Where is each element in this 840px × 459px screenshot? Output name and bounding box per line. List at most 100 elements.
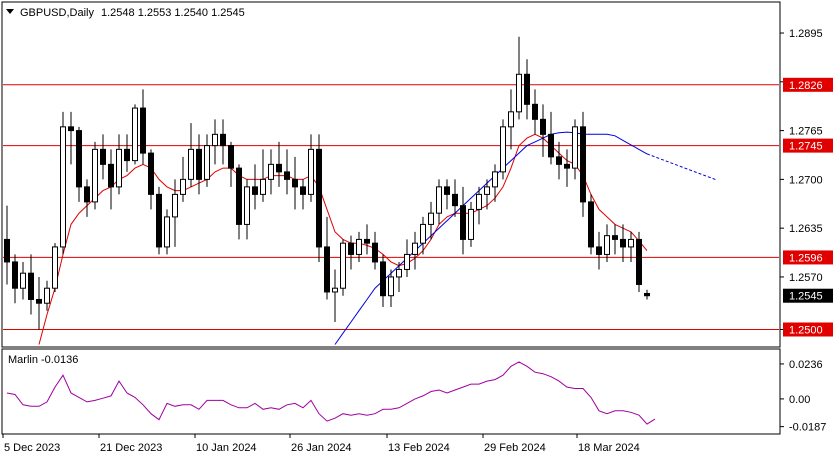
candle-body (316, 148, 322, 248)
fast-ma-line (38, 133, 648, 345)
candle-body (404, 253, 410, 270)
oscillator-axis: 0.0236 0.00 -0.0187 (780, 359, 826, 434)
candle-body (180, 178, 186, 195)
candle-body (548, 133, 554, 158)
candle-body (188, 148, 194, 180)
level-price-tag: 1.2500 (789, 324, 823, 336)
price-tick-label: 1.2570 (789, 272, 823, 284)
candle-body (252, 186, 258, 195)
candle-body (436, 186, 442, 214)
candle-body (620, 238, 626, 248)
slow-ma-line (334, 131, 648, 345)
candle-body (196, 148, 202, 180)
candle-body (116, 148, 122, 188)
price-tick-label: 1.2635 (789, 223, 823, 235)
price-tick-label: 1.2700 (789, 174, 823, 186)
candle-body (108, 163, 114, 188)
candle-body (572, 126, 578, 169)
oscillator-line (6, 361, 656, 425)
collapse-triangle-icon[interactable] (6, 9, 14, 14)
candle-body (300, 186, 306, 195)
candle-body (28, 272, 34, 300)
candle-body (332, 287, 338, 293)
price-tags: 1.2826 1.2745 1.2596 1.2500 1.2545 (783, 77, 833, 337)
candle-body (84, 186, 90, 203)
candle-body (76, 130, 82, 188)
candle-body (140, 107, 146, 154)
time-tick-label: 5 Dec 2023 (4, 442, 60, 454)
candle-body (36, 298, 42, 304)
candle-body (244, 186, 250, 225)
current-price-tag-bg (783, 288, 833, 303)
oscillator-tick-label: -0.0187 (789, 422, 826, 434)
candle-body (132, 107, 138, 162)
price-tick-label: 1.2765 (789, 126, 823, 138)
level-price-tag-bg (783, 250, 833, 265)
oscillator-label: Marlin -0.0136 (8, 354, 78, 366)
candle-body (268, 163, 274, 180)
oscillator-tick-label: 0.00 (789, 394, 810, 406)
time-tick-label: 10 Jan 2024 (196, 442, 257, 454)
oscillator-pane[interactable] (1, 348, 781, 435)
candle-body (516, 73, 522, 113)
candle-body (148, 152, 154, 195)
candle-body (644, 292, 650, 297)
candle-body (604, 235, 610, 255)
candle-body (68, 126, 74, 132)
candles (4, 36, 650, 330)
candle-body (580, 126, 586, 203)
level-price-tag: 1.2596 (789, 252, 823, 264)
time-tick-label: 29 Feb 2024 (484, 442, 546, 454)
candle-body (388, 276, 394, 297)
candle-body (476, 193, 482, 210)
candle-body (228, 145, 234, 169)
symbol-timeframe: GBPUSD,Daily (20, 7, 94, 19)
candle-body (628, 238, 634, 248)
time-tick-label: 18 Mar 2024 (578, 442, 640, 454)
candle-body (308, 148, 314, 195)
current-price-tag: 1.2545 (789, 291, 823, 303)
candle-body (44, 287, 50, 304)
candle-body (500, 126, 506, 173)
candle-body (444, 186, 450, 195)
candle-body (236, 167, 242, 225)
candle-body (524, 73, 530, 105)
candle-body (540, 118, 546, 135)
time-axis: 5 Dec 2023 21 Dec 2023 10 Jan 2024 26 Jan 2… (2, 434, 640, 454)
candle-body (372, 242, 378, 263)
level-price-tag-bg (783, 322, 833, 337)
level-price-tag: 1.2745 (789, 141, 823, 153)
candle-body (348, 242, 354, 255)
candle-body (532, 103, 538, 120)
candle-body (364, 238, 370, 244)
candle-body (164, 216, 170, 248)
candle-body (292, 178, 298, 188)
candle-body (460, 205, 466, 240)
price-tick-label: 1.2895 (789, 28, 823, 40)
time-tick-label: 13 Feb 2024 (388, 442, 450, 454)
candle-body (556, 156, 562, 165)
candle-body (324, 246, 330, 293)
candle-body (12, 261, 18, 289)
candle-body (92, 148, 98, 203)
candle-body (172, 193, 178, 218)
candle-body (468, 208, 474, 240)
candle-body (52, 246, 58, 289)
candle-body (220, 133, 226, 147)
level-price-tag-bg (783, 138, 833, 153)
time-tick-label: 26 Jan 2024 (291, 442, 352, 454)
candle-body (284, 171, 290, 180)
marlin-line (6, 361, 656, 425)
candle-body (484, 186, 490, 195)
level-price-tag-bg (783, 77, 833, 92)
oscillator-tick-label: 0.0236 (789, 359, 823, 371)
moving-averages (38, 131, 718, 345)
candle-body (508, 111, 514, 128)
time-tick-label: 21 Dec 2023 (100, 442, 162, 454)
candle-body (452, 193, 458, 207)
candle-body (124, 148, 130, 162)
candle-body (564, 163, 570, 169)
candle-body (100, 148, 106, 165)
